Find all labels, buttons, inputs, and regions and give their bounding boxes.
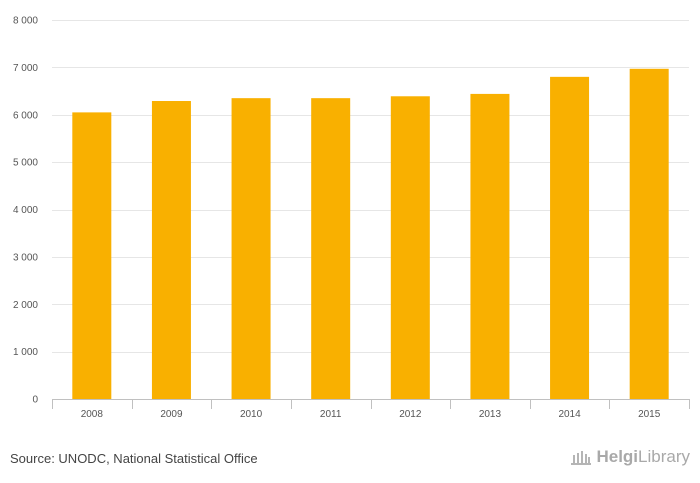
source-note: Source: UNODC, National Statistical Offi… [10,451,258,466]
x-tick-label: 2014 [558,409,581,420]
bar[interactable] [231,98,271,399]
x-tick-label: 2010 [240,409,263,420]
y-tick-label: 6 000 [13,110,38,121]
logo-text-library: Library [638,447,690,466]
bar[interactable] [151,101,191,399]
bar[interactable] [390,96,430,400]
y-axis-ticks: 0 1 000 2 000 3 000 4 000 5 000 6 000 7 000 8 00… [13,16,38,406]
bar[interactable] [470,93,510,399]
x-tick-label: 2011 [320,409,342,420]
x-axis: 2008 2009 2010 2011 2012 2013 2014 2015 [52,399,690,420]
x-tick-label: 2009 [160,409,183,420]
library-building-icon [571,451,592,465]
bar[interactable] [311,98,351,399]
x-tick-label: 2008 [81,409,104,420]
y-tick-label: 8 000 [13,16,38,27]
y-tick-label: 3 000 [13,252,38,263]
y-tick-label: 4 000 [13,205,38,216]
gridlines [52,20,689,353]
x-tick-label: 2013 [479,409,502,420]
bar[interactable] [550,76,590,399]
x-tick-label: 2012 [399,409,422,420]
y-tick-label: 7 000 [13,63,38,74]
y-tick-label: 0 [32,395,38,406]
y-tick-label: 5 000 [13,158,38,169]
y-tick-label: 2 000 [13,300,38,311]
bars [72,68,669,400]
bar[interactable] [72,112,112,399]
x-tick-label: 2015 [638,409,661,420]
bar-chart: 0 1 000 2 000 3 000 4 000 5 000 6 000 7 000 8 00… [13,16,690,420]
helgilibrary-logo: Helgi Library [570,447,690,467]
logo-text-helgi: Helgi [596,447,639,466]
y-tick-label: 1 000 [13,347,38,358]
bar[interactable] [629,68,669,399]
